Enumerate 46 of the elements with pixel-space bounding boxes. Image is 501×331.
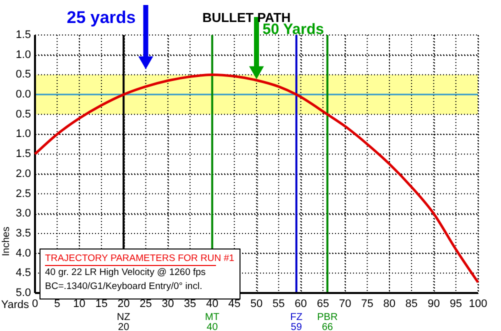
x-tick-label: 30 (162, 298, 174, 310)
x-tick-label: 50 (250, 298, 263, 310)
y-tick-label: 4.0 (16, 247, 31, 260)
y-tick-label: 1.0 (16, 128, 31, 140)
y-tick-label: 3.0 (16, 208, 31, 220)
y-tick-label: 4.5 (16, 267, 31, 280)
y-tick-label: 3.5 (16, 227, 31, 240)
x-tick-label: 75 (361, 298, 374, 310)
x-tick-label: 35 (184, 298, 196, 310)
y-tick-label: 2.5 (16, 188, 31, 200)
x-tick-label: 100 (468, 298, 488, 310)
x-tick-label: 25 (140, 298, 152, 310)
annotation: 25 yards (66, 8, 136, 27)
y-tick-label: 0.5 (16, 108, 31, 120)
x-tick-label: 55 (272, 298, 285, 310)
ref-line-label: FZ 59 (290, 312, 302, 331)
y-tick-label: 1.5 (16, 148, 31, 160)
x-tick-label: 20 (117, 298, 130, 310)
annotation: 40 gr. 22 LR High Velocity @ 1260 fps (45, 267, 206, 278)
x-tick-label: 60 (294, 298, 307, 310)
x-tick-label: 45 (228, 298, 240, 310)
ref-line-label: NZ 20 (116, 312, 130, 331)
x-tick-label: 80 (383, 298, 396, 310)
y-tick-label: 5.0 (16, 287, 31, 299)
x-tick-label: 15 (95, 298, 108, 310)
x-tick-label: 95 (450, 298, 462, 310)
annotation: TRAJECTORY PARAMETERS FOR RUN #1 (45, 253, 234, 264)
ref-line-label: MT 40 (204, 312, 220, 331)
x-tick-label: 65 (316, 298, 330, 310)
y-axis-title: Inches (1, 226, 12, 256)
line-series (34, 73, 480, 284)
y-tick-label: 2.0 (16, 168, 31, 180)
x-tick-label: 5 (54, 298, 60, 310)
x-tick-label: 90 (428, 298, 440, 310)
x-tick-label: 70 (338, 298, 352, 310)
y-tick-label: 1.0 (16, 48, 31, 61)
y-tick-label: 0.0 (16, 88, 31, 101)
y-tick-label: 1.5 (16, 29, 31, 41)
y-tick-label: 0.5 (16, 68, 31, 81)
ref-line-label: PBR 66 (317, 312, 338, 331)
x-tick-label: 10 (73, 298, 86, 310)
annotation: BC=.1340/G1/Keyboard Entry/0° incl. (45, 281, 202, 292)
x-tick-label: 40 (206, 298, 218, 310)
x-tick-label: 85 (405, 298, 418, 310)
x-axis-title: Yards (1, 299, 30, 311)
x-tick-label: 0 (32, 298, 38, 310)
